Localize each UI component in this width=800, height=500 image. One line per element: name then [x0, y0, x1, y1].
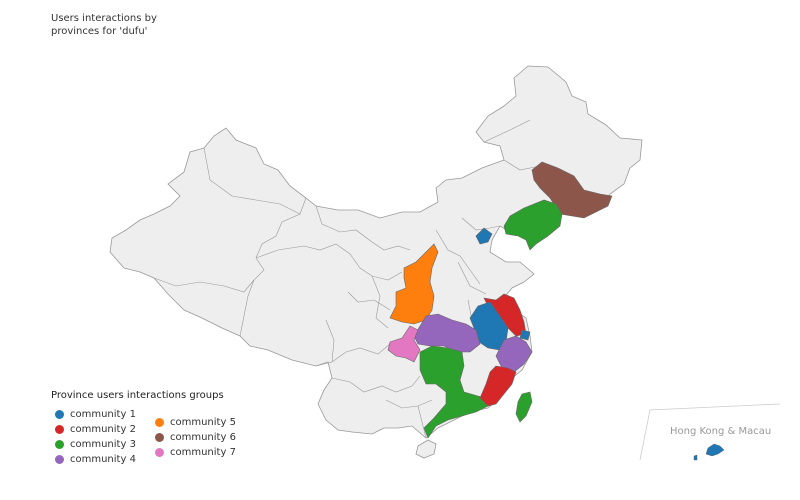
region-community-1-north[interactable]: [475, 227, 493, 245]
region-community-3-north[interactable]: [503, 199, 563, 251]
legend: Province users interactions groups commu…: [51, 390, 251, 467]
legend-item-community-7[interactable]: community 7: [151, 445, 251, 460]
region-community-3-taiwan[interactable]: [515, 391, 533, 423]
region-community-2-fujian[interactable]: [479, 365, 517, 407]
region-community-1-shanghai[interactable]: [519, 329, 531, 341]
inset-frame: [639, 403, 781, 461]
inset-label: Hong Kong & Macau: [670, 426, 772, 437]
legend-marker: [155, 448, 164, 457]
legend-column-2: community 5 community 6 community 7: [151, 415, 251, 467]
legend-label: community 7: [170, 447, 236, 458]
legend-label: community 4: [70, 454, 136, 465]
legend-label: community 1: [70, 409, 136, 420]
region-community-5[interactable]: [389, 243, 439, 325]
legend-columns: community 1 community 2 community 3 comm…: [51, 407, 251, 467]
province-base[interactable]: [109, 65, 643, 439]
chart-title: Users interactions by provinces for 'duf…: [51, 13, 157, 37]
inset-hong-kong[interactable]: [705, 443, 725, 457]
legend-item-community-6[interactable]: community 6: [151, 430, 251, 445]
region-community-3-south[interactable]: [419, 345, 489, 439]
legend-marker: [55, 440, 64, 449]
legend-item-community-3[interactable]: community 3: [51, 437, 151, 452]
region-community-6[interactable]: [531, 161, 613, 219]
region-community-7[interactable]: [387, 325, 421, 363]
region-community-4-zhejiang[interactable]: [495, 335, 533, 373]
legend-marker: [55, 425, 64, 434]
legend-label: community 3: [70, 439, 136, 450]
legend-marker: [55, 455, 64, 464]
legend-title: Province users interactions groups: [51, 390, 224, 401]
hk-macau-inset: [639, 403, 781, 461]
legend-label: community 5: [170, 417, 236, 428]
legend-label: community 2: [70, 424, 136, 435]
legend-item-community-5[interactable]: community 5: [151, 415, 251, 430]
legend-label: community 6: [170, 432, 236, 443]
legend-item-community-1[interactable]: community 1: [51, 407, 151, 422]
legend-marker: [155, 433, 164, 442]
legend-item-community-4[interactable]: community 4: [51, 452, 151, 467]
legend-marker: [155, 418, 164, 427]
legend-column-1: community 1 community 2 community 3 comm…: [51, 407, 151, 467]
legend-item-community-2[interactable]: community 2: [51, 422, 151, 437]
inset-macau[interactable]: [693, 454, 698, 461]
legend-marker: [55, 410, 64, 419]
province-hainan[interactable]: [415, 439, 437, 459]
